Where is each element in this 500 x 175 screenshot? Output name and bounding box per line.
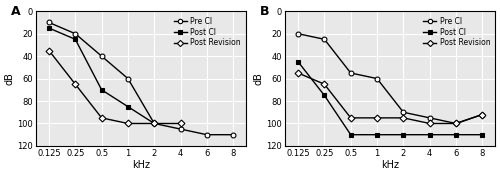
Legend: Pre CI, Post CI, Post Revision: Pre CI, Post CI, Post Revision: [172, 15, 242, 49]
Post Revision: [480, 113, 486, 116]
Line: Pre CI: Pre CI: [46, 20, 236, 137]
Line: Pre CI: Pre CI: [296, 31, 485, 126]
Line: Post Revision: Post Revision: [296, 71, 485, 126]
Post Revision: [374, 117, 380, 119]
Pre CI: [152, 122, 158, 125]
Y-axis label: dB: dB: [4, 72, 15, 85]
Line: Post CI: Post CI: [296, 59, 485, 137]
Pre CI: [295, 33, 301, 35]
Post Revision: [426, 122, 432, 125]
Pre CI: [72, 33, 78, 35]
Post Revision: [152, 122, 158, 125]
Post CI: [453, 134, 459, 136]
Post Revision: [348, 117, 354, 119]
Post Revision: [98, 117, 104, 119]
Pre CI: [230, 134, 236, 136]
Line: Post Revision: Post Revision: [46, 48, 183, 126]
Post CI: [46, 27, 52, 29]
Pre CI: [98, 55, 104, 57]
X-axis label: kHz: kHz: [132, 160, 150, 170]
Pre CI: [178, 128, 184, 130]
Post CI: [125, 106, 131, 108]
Pre CI: [322, 38, 328, 40]
Post Revision: [46, 50, 52, 52]
Post CI: [152, 122, 158, 125]
Post Revision: [400, 117, 406, 119]
X-axis label: kHz: kHz: [381, 160, 399, 170]
Post CI: [374, 134, 380, 136]
Post CI: [322, 94, 328, 96]
Pre CI: [426, 117, 432, 119]
Post CI: [348, 134, 354, 136]
Legend: Pre CI, Post CI, Post Revision: Pre CI, Post CI, Post Revision: [421, 15, 492, 49]
Pre CI: [400, 111, 406, 113]
Post CI: [400, 134, 406, 136]
Post CI: [295, 61, 301, 63]
Y-axis label: dB: dB: [254, 72, 264, 85]
Pre CI: [125, 78, 131, 80]
Text: B: B: [260, 5, 269, 18]
Pre CI: [374, 78, 380, 80]
Post CI: [72, 38, 78, 40]
Pre CI: [348, 72, 354, 74]
Pre CI: [480, 113, 486, 116]
Post CI: [426, 134, 432, 136]
Post CI: [480, 134, 486, 136]
Pre CI: [46, 21, 52, 23]
Post CI: [98, 89, 104, 91]
Post Revision: [125, 122, 131, 125]
Line: Post CI: Post CI: [46, 26, 156, 126]
Pre CI: [453, 122, 459, 125]
Pre CI: [204, 134, 210, 136]
Post Revision: [453, 122, 459, 125]
Post Revision: [322, 83, 328, 85]
Post Revision: [72, 83, 78, 85]
Post Revision: [295, 72, 301, 74]
Text: A: A: [10, 5, 20, 18]
Post Revision: [178, 122, 184, 125]
